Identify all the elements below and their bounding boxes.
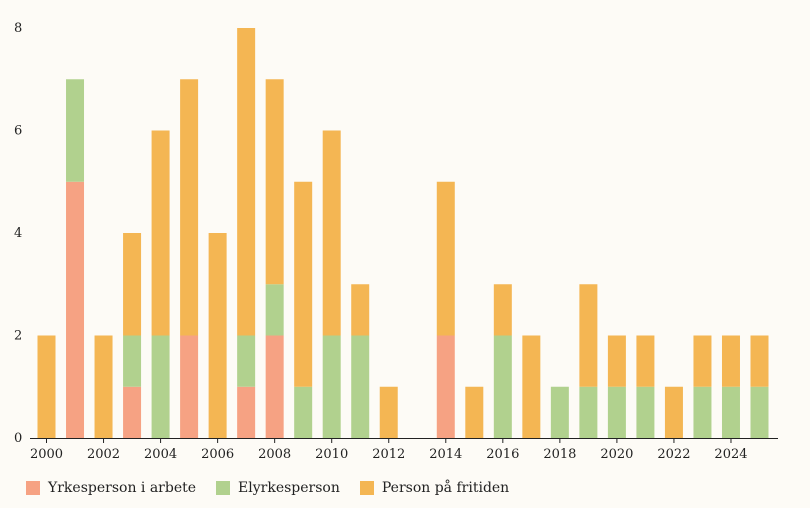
bar-2011-series-1	[351, 335, 370, 438]
bar-2024-series-2	[721, 335, 740, 387]
bar-2005-series-0	[180, 335, 199, 438]
bar-2007-series-0	[237, 386, 256, 438]
x-tick-label-2006: 2006	[201, 447, 234, 462]
bar-2019-series-2	[579, 284, 598, 387]
x-tick-label-2004: 2004	[144, 447, 177, 462]
bars-group	[37, 28, 769, 438]
bar-2000-series-2	[37, 335, 56, 438]
bar-2020-series-1	[607, 386, 626, 438]
x-tick-label-2014: 2014	[429, 447, 462, 462]
legend: Yrkesperson i arbete Elyrkesperson Person …	[26, 480, 509, 496]
bar-2023-series-2	[693, 335, 712, 387]
legend-swatch-0	[26, 481, 40, 495]
bar-2008-series-2	[265, 79, 284, 285]
x-ticks-group: 2000 2002 2004 2006 2008 2010 2012 2014 2016 2018…	[30, 438, 748, 462]
bar-2018-series-1	[550, 386, 569, 438]
legend-label-0: Yrkesperson i arbete	[48, 480, 197, 496]
bar-2016-series-1	[493, 335, 512, 438]
x-tick-label-2008: 2008	[258, 447, 291, 462]
bar-2025-series-1	[750, 386, 769, 438]
x-tick-label-2018: 2018	[543, 447, 576, 462]
x-tick-label-2002: 2002	[87, 447, 120, 462]
bar-2014-series-0	[436, 335, 455, 438]
bar-2019-series-1	[579, 386, 598, 438]
y-tick-label-2: 2	[14, 329, 22, 344]
bar-2008-series-0	[265, 335, 284, 438]
bar-2016-series-2	[493, 284, 512, 336]
x-tick-label-2000: 2000	[30, 447, 63, 462]
x-tick-label-2022: 2022	[657, 447, 690, 462]
x-tick-label-2012: 2012	[372, 447, 405, 462]
bar-2020-series-2	[607, 335, 626, 387]
bar-2025-series-2	[750, 335, 769, 387]
bar-2022-series-2	[664, 386, 683, 438]
bar-2006-series-2	[208, 233, 227, 438]
bar-2007-series-1	[237, 335, 256, 387]
bar-2024-series-1	[721, 386, 740, 438]
bar-2010-series-1	[322, 335, 341, 438]
y-tick-label-4: 4	[14, 226, 22, 241]
legend-swatch-1	[216, 481, 231, 495]
bar-2021-series-1	[636, 386, 655, 438]
bar-2004-series-2	[151, 130, 170, 336]
legend-label-1: Elyrkesperson	[238, 480, 340, 496]
bar-2007-series-2	[237, 28, 256, 336]
legend-item-0: Yrkesperson i arbete	[26, 480, 196, 496]
legend-swatch-2	[359, 481, 374, 495]
bar-2009-series-2	[294, 181, 313, 387]
y-tick-label-6: 6	[14, 124, 22, 139]
x-tick-label-2010: 2010	[315, 447, 348, 462]
bar-2010-series-2	[322, 130, 341, 336]
bar-2003-series-1	[123, 335, 142, 387]
y-tick-label-8: 8	[14, 21, 22, 36]
bar-2023-series-1	[693, 386, 712, 438]
bar-2001-series-0	[66, 181, 85, 438]
legend-label-2: Person på fritiden	[381, 480, 510, 496]
stacked-bar-chart: 2000 2002 2004 2006 2008 2010 2012 2014 2016 2018…	[14, 21, 778, 462]
bar-2015-series-2	[465, 386, 484, 438]
legend-item-1: Elyrkesperson	[216, 480, 340, 496]
bar-2017-series-2	[522, 335, 541, 438]
bar-2009-series-1	[294, 386, 313, 438]
y-ticks-group: 0 2 4 6 8	[14, 21, 22, 446]
y-tick-label-0: 0	[14, 431, 22, 446]
bar-2014-series-2	[436, 181, 455, 336]
bar-2003-series-2	[123, 233, 142, 336]
x-tick-label-2024: 2024	[714, 447, 747, 462]
bar-2012-series-2	[379, 386, 398, 438]
bar-2011-series-2	[351, 284, 370, 336]
bar-2004-series-1	[151, 335, 170, 438]
x-tick-label-2020: 2020	[600, 447, 633, 462]
bar-2021-series-2	[636, 335, 655, 387]
bar-2003-series-0	[123, 386, 142, 438]
bar-2008-series-1	[265, 284, 284, 336]
x-tick-label-2016: 2016	[486, 447, 519, 462]
bar-2005-series-2	[180, 79, 199, 336]
legend-item-2: Person på fritiden	[359, 480, 510, 496]
bar-2001-series-1	[66, 79, 85, 182]
bar-2002-series-2	[94, 335, 113, 438]
